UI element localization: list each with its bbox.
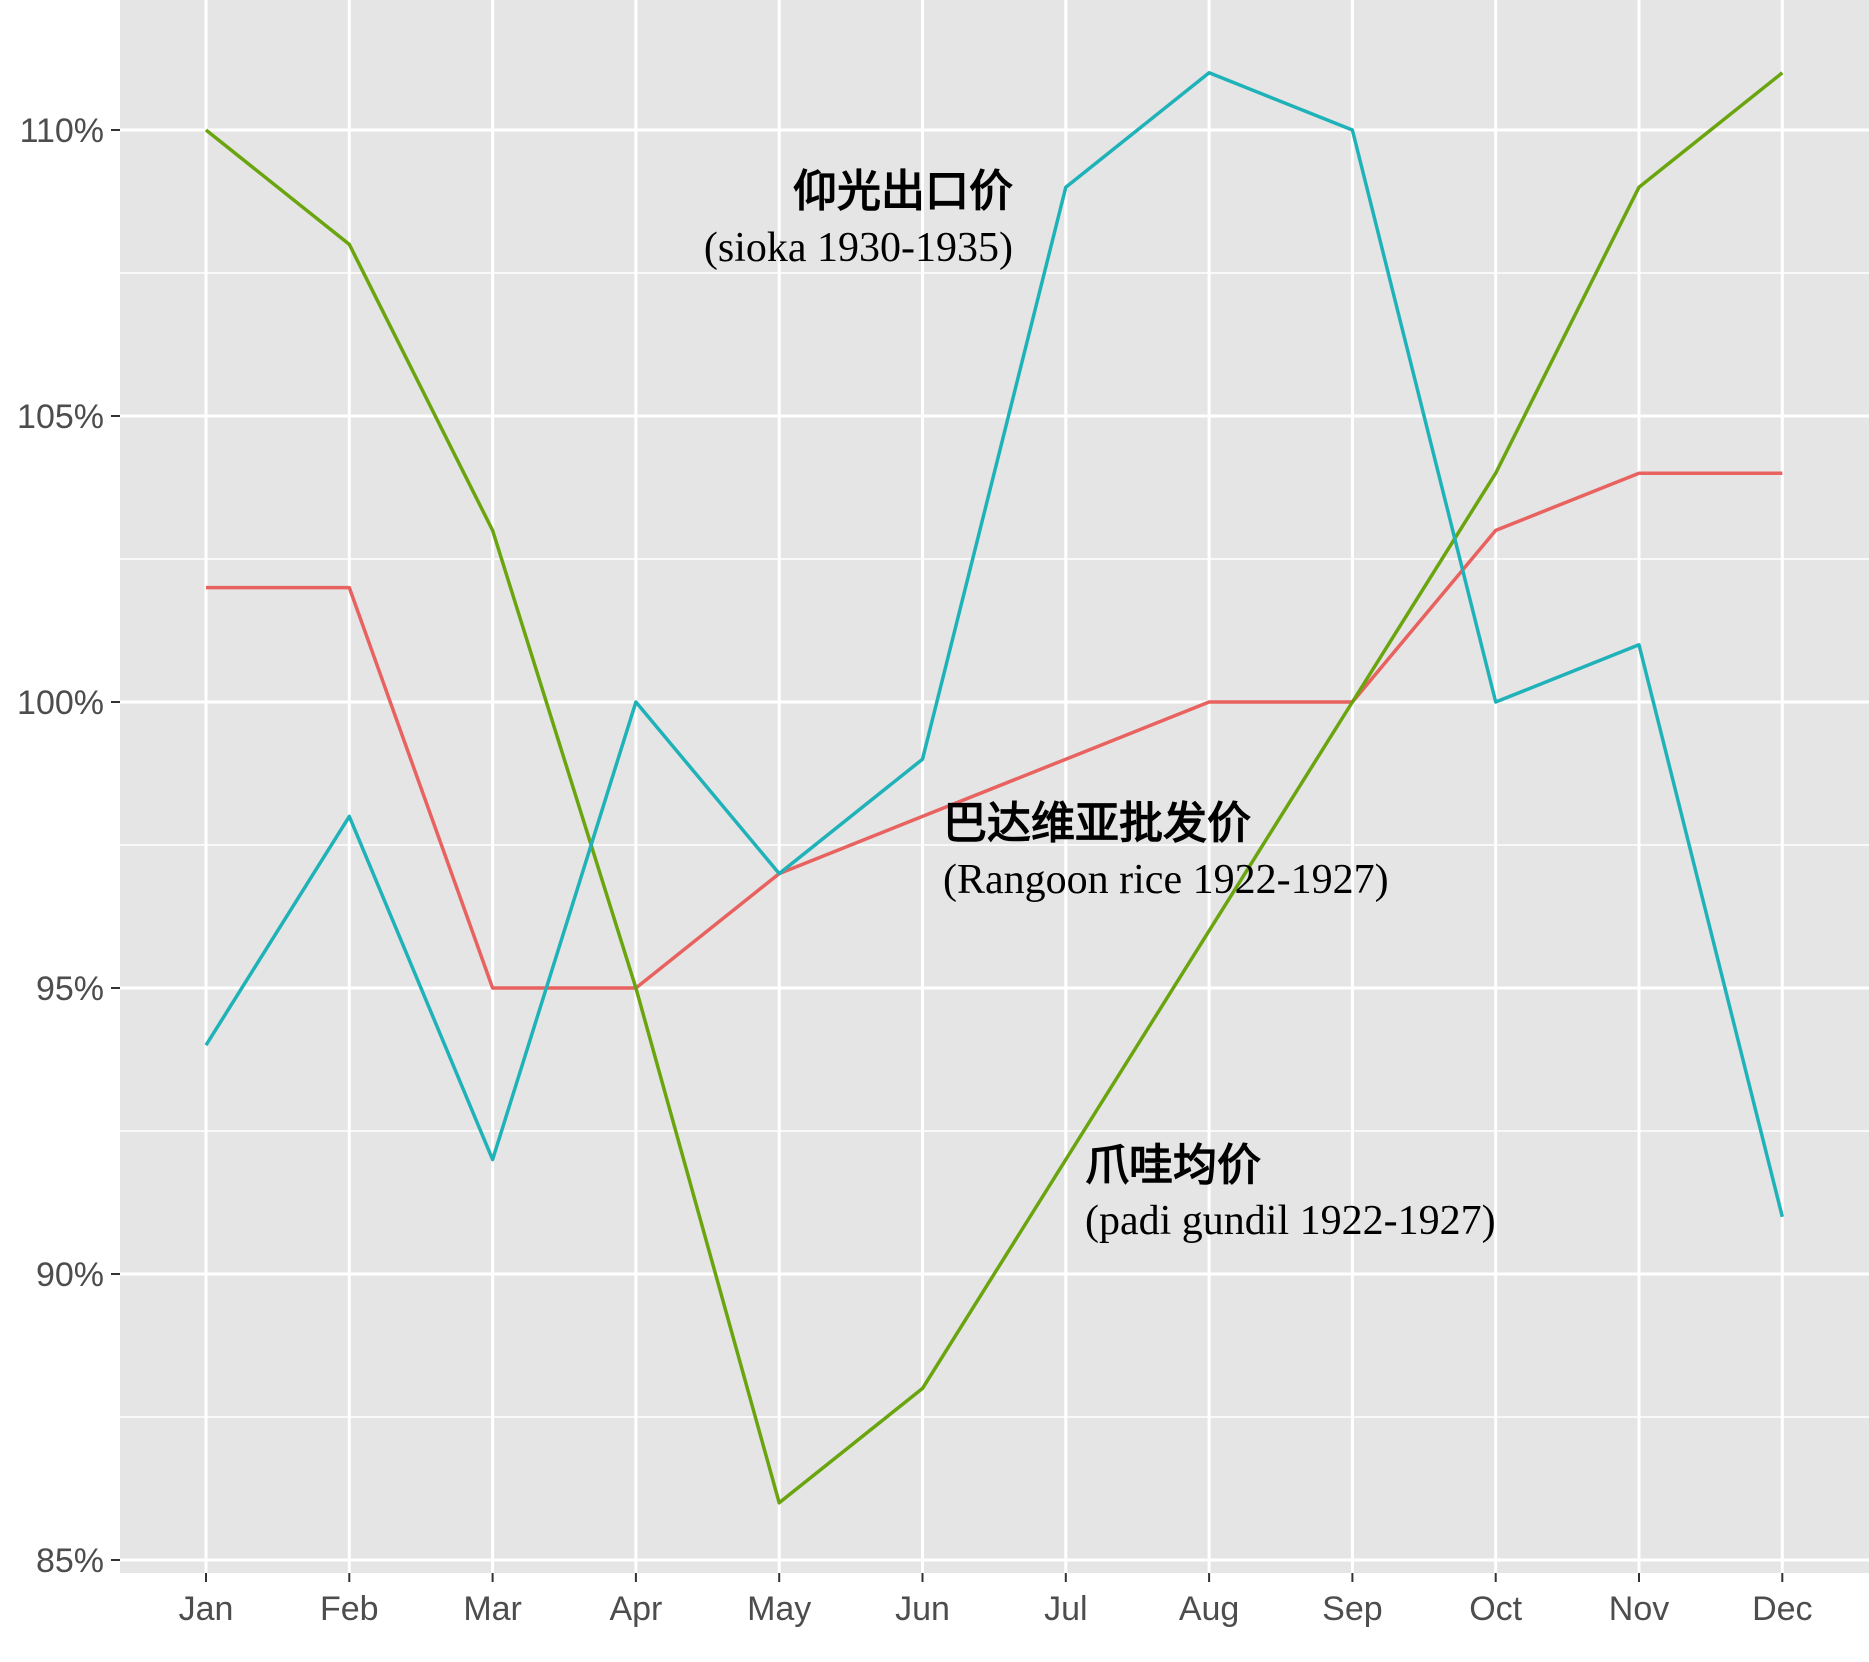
y-tick-label: 100%	[17, 684, 104, 722]
x-axis: Jan Feb Mar Apr May Jun Jul Aug Sep Oct Nov Dec	[179, 1573, 1813, 1628]
y-tick-label: 85%	[36, 1542, 104, 1580]
annotations: 仰光出口价 (sioka 1930-1935) 巴达维亚批发价 (Rangoon…	[704, 166, 1496, 1244]
y-tick-label: 110%	[20, 112, 104, 150]
annotation-rangoon-en: (sioka 1930-1935)	[704, 225, 1013, 271]
x-tick-label: May	[747, 1590, 811, 1628]
x-tick-label: Oct	[1469, 1590, 1522, 1628]
y-tick-label: 90%	[36, 1256, 104, 1294]
annotation-batavia-cn: 巴达维亚批发价	[943, 798, 1251, 849]
series-line-rangoon	[204, 71, 1784, 1218]
x-tick-label: Feb	[320, 1590, 379, 1628]
x-tick-label: Jun	[895, 1590, 950, 1628]
y-axis: 85% 90% 95% 100% 105% 110%	[17, 112, 120, 1580]
x-tick-label: Sep	[1322, 1590, 1383, 1628]
x-tick-label: Dec	[1752, 1590, 1812, 1628]
x-tick-label: Mar	[463, 1590, 522, 1628]
series-lines	[204, 71, 1784, 1505]
series-line-java	[204, 71, 1784, 1505]
annotation-batavia-en: (Rangoon rice 1922-1927)	[943, 857, 1389, 903]
annotation-java-cn: 爪哇均价	[1085, 1140, 1261, 1191]
annotation-rangoon-cn: 仰光出口价	[793, 166, 1013, 217]
x-tick-label: Jul	[1044, 1590, 1087, 1628]
series-line-batavia	[206, 471, 1783, 990]
x-tick-label: Jan	[179, 1590, 234, 1628]
y-tick-label: 95%	[36, 970, 104, 1008]
y-tick-label: 105%	[17, 398, 104, 436]
major-gridlines	[120, 0, 1869, 1573]
x-tick-label: Nov	[1609, 1590, 1669, 1628]
x-tick-label: Apr	[609, 1590, 662, 1628]
annotation-java-en: (padi gundil 1922-1927)	[1085, 1198, 1496, 1244]
x-tick-label: Aug	[1179, 1590, 1240, 1628]
minor-gridlines	[120, 272, 1869, 1418]
